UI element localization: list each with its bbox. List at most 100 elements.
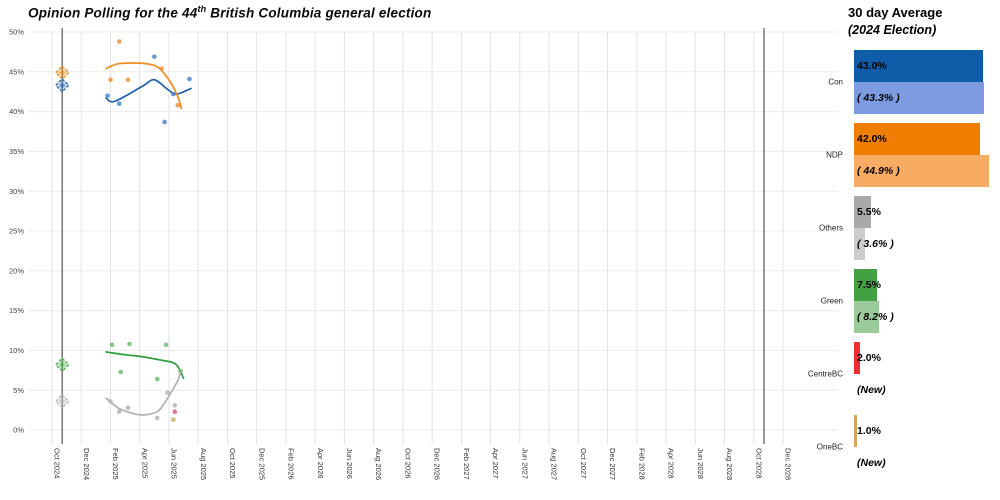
y-tick-label: 30% <box>9 187 24 196</box>
party-name-label: Con <box>828 77 843 87</box>
x-tick-label: Dec 2024 <box>82 448 91 480</box>
x-tick-label: Dec 2025 <box>257 448 266 480</box>
poll-point <box>163 342 169 348</box>
election-marker-others <box>54 393 70 409</box>
x-tick-label: Dec 2026 <box>433 448 442 480</box>
panel-subtitle: (2024 Election) <box>848 23 937 37</box>
trend-green <box>105 351 185 380</box>
party-name-label: Others <box>818 223 843 233</box>
average-bar <box>854 50 983 82</box>
y-tick-label: 45% <box>9 67 24 76</box>
title-text: Opinion Polling for the 44 <box>28 5 198 21</box>
trend-others <box>105 371 182 416</box>
party-name-label: NDP <box>826 150 843 160</box>
average-bar <box>854 196 871 228</box>
points-ndp <box>108 39 181 108</box>
x-tick-label: Jun 2028 <box>696 448 705 479</box>
y-axis-labels: 0% 5% 10% 15% 20% 25% 30% 35% 40% 45% 50% <box>9 28 24 435</box>
average-value-label: 7.5% <box>857 279 881 291</box>
x-tick-label: Oct 2026 <box>403 448 412 478</box>
x-tick-label: Jun 2025 <box>170 448 179 479</box>
poll-point <box>159 66 164 71</box>
poll-point <box>118 369 124 375</box>
poll-point <box>175 102 181 108</box>
election-result-bar <box>854 155 989 187</box>
party-row-ndp: NDP 42.0% ( 44.9% ) <box>795 123 1000 196</box>
x-tick-label: Apr 2027 <box>491 448 500 478</box>
party-row-con: Con 43.0% ( 43.3% ) <box>795 50 1000 123</box>
x-tick-label: Oct 2027 <box>579 448 588 478</box>
x-tick-label: Aug 2027 <box>550 448 559 480</box>
election-result-label: (New) <box>857 384 886 396</box>
average-value-label: 5.5% <box>857 206 881 218</box>
y-tick-label: 5% <box>13 386 24 395</box>
poll-point <box>154 376 160 382</box>
election-result-label: (New) <box>857 457 886 469</box>
poll-point <box>172 409 178 414</box>
poll-point <box>125 405 131 411</box>
page-title: Opinion Polling for the 44th British Col… <box>28 4 431 21</box>
x-tick-label: Oct 2028 <box>754 448 763 478</box>
election-marker-ndp <box>54 65 70 81</box>
poll-point <box>116 39 122 44</box>
poll-point <box>165 390 170 395</box>
poll-point <box>108 399 113 404</box>
poll-point <box>162 119 167 125</box>
y-tick-label: 35% <box>9 147 24 156</box>
poll-point <box>154 415 160 421</box>
x-tick-label: Feb 2028 <box>637 448 646 480</box>
x-tick-label: Dec 2028 <box>784 448 793 480</box>
poll-point <box>108 77 113 83</box>
party-name-label: OneBC <box>816 442 843 452</box>
average-value-label: 43.0% <box>857 60 887 72</box>
points-others <box>108 390 178 421</box>
title-superscript: th <box>197 4 207 14</box>
y-grid <box>28 31 838 431</box>
election-result-label: ( 43.3% ) <box>857 92 900 104</box>
x-grid <box>51 32 784 444</box>
election-result-bar <box>854 301 879 333</box>
x-tick-label: Aug 2025 <box>199 448 208 480</box>
election-marker-conservative <box>54 77 70 93</box>
election-result-label: ( 8.2% ) <box>857 311 894 323</box>
poll-point <box>116 101 122 106</box>
election-result-label: ( 44.9% ) <box>857 165 900 177</box>
poll-point <box>152 54 157 59</box>
party-name-label: Green <box>820 296 843 306</box>
x-tick-label: Apr 2025 <box>140 448 149 478</box>
election-result-bar <box>854 82 984 114</box>
party-row-onebc: OneBC 1.0% (New) <box>795 415 1000 488</box>
poll-point <box>127 341 132 347</box>
poll-point <box>172 403 178 408</box>
poll-point <box>105 93 110 98</box>
average-bar <box>854 269 877 301</box>
average-bar <box>854 123 980 155</box>
y-tick-label: 15% <box>9 306 24 315</box>
average-bar <box>854 415 857 447</box>
party-name-label: CentreBC <box>807 369 843 379</box>
poll-point <box>178 368 183 374</box>
poll-point <box>109 342 115 348</box>
y-tick-label: 40% <box>9 107 24 116</box>
x-axis-labels: Oct 2024 Dec 2024 Feb 2025 Apr 2025 Jun 2025… <box>53 448 793 480</box>
points-conservative <box>105 54 192 125</box>
party-row-centrebc: CentreBC 2.0% (New) <box>795 342 1000 415</box>
y-tick-label: 0% <box>13 426 24 435</box>
x-tick-label: Apr 2026 <box>316 448 325 478</box>
average-value-label: 1.0% <box>857 425 881 437</box>
poll-point <box>171 417 176 422</box>
x-tick-label: Oct 2025 <box>228 448 237 478</box>
y-tick-label: 25% <box>9 227 24 236</box>
x-tick-label: Aug 2028 <box>725 448 734 480</box>
poll-point <box>116 409 122 414</box>
average-value-label: 2.0% <box>857 352 881 364</box>
y-tick-label: 20% <box>9 266 24 275</box>
x-tick-label: Feb 2025 <box>111 448 120 480</box>
polling-scatter-chart: 0% 5% 10% 15% 20% 25% 30% 35% 40% 45% 50% Oct 2024 D… <box>9 28 838 480</box>
title-suffix: British Columbia general election <box>206 5 432 21</box>
poll-point <box>171 91 176 97</box>
election-result-bar <box>854 228 865 260</box>
x-tick-label: Apr 2028 <box>667 448 676 478</box>
x-tick-label: Dec 2027 <box>608 448 617 480</box>
panel-title: 30 day Average <box>848 5 943 20</box>
